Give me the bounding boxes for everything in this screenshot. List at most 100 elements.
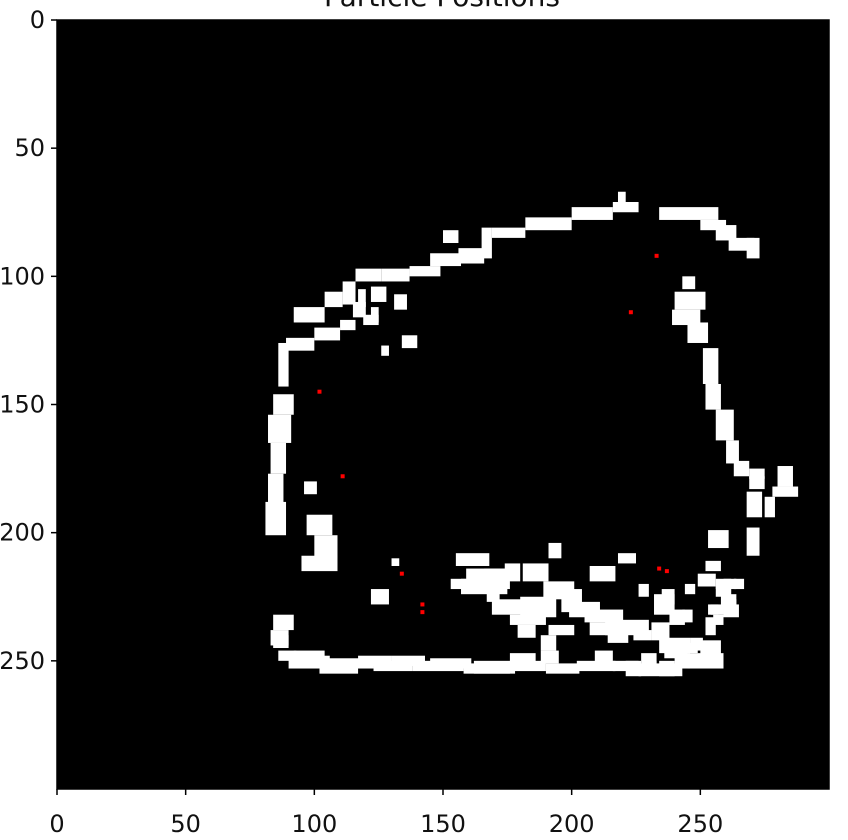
x-tick-label: 200 [549,810,595,838]
structure-cell [708,604,719,615]
particle-point [628,310,633,315]
structure-cell [370,307,379,323]
structure-cell [682,276,696,290]
structure-cell [450,578,467,590]
structure-cell [481,227,492,259]
structure-cell [455,553,490,566]
structure-cell [306,514,333,536]
structure-cell [733,578,745,590]
structure-cell [443,230,459,244]
structure-cell [517,624,536,638]
structure-cell [674,653,691,669]
structure-cell [715,586,732,597]
particle-point [420,610,425,615]
structure-cell [391,655,425,666]
structure-cell [486,586,500,602]
structure-cell [545,663,580,674]
structure-cell [643,660,657,674]
structure-cell [651,622,670,641]
particle-point [399,571,404,576]
structure-cell [659,207,719,220]
structure-cell [473,660,516,674]
structure-cell [625,660,642,677]
structure-cell [458,248,485,264]
structure-cell [525,217,572,231]
structure-cell [491,599,549,615]
structure-cell [589,565,616,582]
structure-cell [430,253,462,267]
structure-cell [687,322,709,343]
structure-cell [268,414,292,443]
structure-cell [638,583,649,597]
structure-cell [314,535,338,559]
structure-cell [548,542,562,559]
structure-cell [708,530,729,549]
structure-cell [700,219,727,231]
structure-cell [705,383,721,410]
structure-cell [617,553,636,564]
structure-cell [293,307,325,323]
structure-cell [571,207,613,220]
structure-cell [394,294,407,310]
structure-cell [746,491,763,518]
structure-cell [509,653,536,669]
structure-cell [661,589,675,605]
structure-cell [509,614,546,625]
structure-cell [273,394,294,415]
structure-cell [682,609,693,623]
particle-point [664,569,669,574]
structure-cell [687,642,698,654]
structure-cell [401,335,418,349]
structure-cell [340,319,356,331]
structure-cell [273,635,289,649]
structure-cell [268,473,284,505]
structure-cell [522,563,549,582]
structure-cell [342,281,356,305]
structure-cell [633,630,652,641]
structure-cell [749,468,765,479]
particle-point [657,566,662,571]
structure-cell [273,614,294,631]
structure-cell [278,342,289,387]
plot-area [56,19,830,790]
structure-cell [270,442,287,474]
structure-cell [764,496,775,518]
structure-cell [358,655,392,666]
structure-cell [391,558,400,566]
y-axis: 0 50 100 150 200 250 [0,6,57,675]
structure-cell [617,191,626,202]
structure-cell [715,409,734,441]
structure-cell [301,555,338,572]
structure-cell [355,268,382,282]
y-tick-label: 200 [0,519,45,547]
x-tick-label: 50 [170,810,201,838]
structure-cell [540,635,557,651]
structure-cell [594,650,613,669]
structure-cell [324,291,343,308]
structure-cell [705,560,721,572]
structure-cell [733,460,750,477]
structure-cell [278,650,297,661]
structure-cell [286,337,315,351]
structure-cell [430,658,472,669]
structure-cell [746,237,760,259]
structure-cell [584,609,624,623]
structure-cell [702,348,719,384]
structure-cell [607,627,629,643]
y-tick-label: 100 [0,262,45,290]
particle-point [654,253,659,258]
structure-cell [749,476,765,490]
structure-cell [319,660,359,674]
structure-cell [672,309,701,326]
structure-layer [265,191,799,677]
structure-cell [726,599,737,610]
structure-cell [674,291,706,310]
x-tick-label: 0 [49,810,64,838]
structure-cell [669,609,685,625]
structure-cell [304,481,317,495]
structure-cell [370,589,389,605]
structure-cell [466,568,505,582]
y-tick-label: 0 [30,6,45,34]
structure-cell [705,617,716,636]
y-tick-label: 50 [14,134,45,162]
